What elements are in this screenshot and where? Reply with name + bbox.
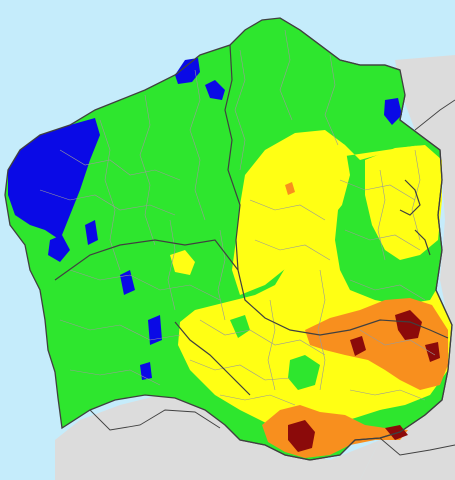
blue-area-costa-da-morte (8, 118, 100, 240)
green-pocket-center (230, 315, 250, 338)
outside-land-south (55, 395, 380, 480)
darkred-area-east-3 (425, 342, 440, 362)
outside-land-east (360, 55, 455, 480)
blue-area-ferrol (175, 58, 200, 84)
blue-area-muros (48, 235, 70, 262)
blue-area-rias-altas (205, 80, 225, 100)
yellow-area-east-mountains (365, 145, 442, 260)
external-borders (89, 99, 455, 456)
green-pocket-south (288, 355, 320, 390)
orange-area-lugo (285, 182, 295, 195)
blue-area-ribadeo (384, 98, 402, 125)
blue-area-pontevedra (148, 315, 162, 345)
darkred-area-east-2 (350, 336, 366, 356)
municipal-boundaries (39, 29, 436, 406)
galicia-outline (4, 17, 453, 461)
blue-area-vigo (140, 362, 152, 380)
darkred-area-east (395, 310, 422, 340)
yellow-area-central-plateau (232, 130, 350, 295)
blue-area-barbanza (85, 220, 98, 245)
darkred-area-south (288, 420, 315, 452)
yellow-area-small-west (170, 250, 195, 275)
